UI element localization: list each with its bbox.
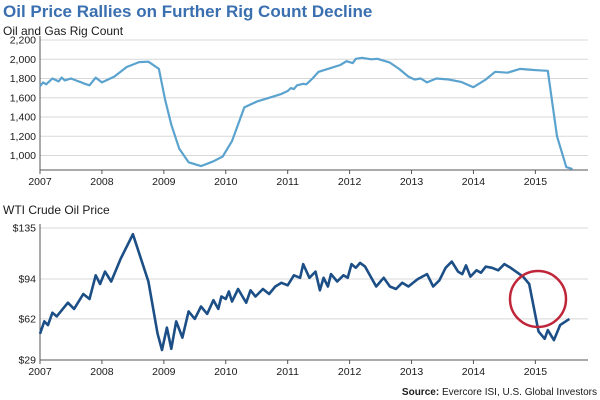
rig-count-y-ticks: 1,000 1,200 1,400 1,600 1,800 2,000 2,200: [10, 35, 36, 163]
rig-count-x-tick-label: 2012: [338, 176, 362, 188]
oil-price-y-tick-label: $62: [18, 313, 36, 325]
oil-price-panel: WTI Crude Oil Price $29$62$94$135 2007 20…: [3, 203, 588, 378]
oil-price-x-tick-label: 2007: [28, 366, 52, 378]
oil-price-x-tick-label: 2011: [276, 366, 299, 378]
rig-count-x-tick-label: 2010: [214, 176, 238, 188]
rig-count-y-tick-label: 2,000: [10, 54, 36, 66]
rig-count-x-tick-label: 2014: [462, 176, 486, 188]
rig-count-x-tick-label: 2013: [400, 176, 424, 188]
oil-price-y-tick-label: $94: [18, 274, 36, 286]
oil-price-gridlines: [40, 227, 588, 361]
oil-price-series-line: [38, 232, 571, 352]
rig-count-x-tick-label: 2015: [524, 176, 548, 188]
rig-count-x-tick-label: 2011: [276, 176, 299, 188]
rig-count-y-tick-label: 2,200: [10, 35, 36, 47]
rig-count-y-tick-label: 1,000: [10, 150, 36, 162]
price-trough-highlight-circle: [508, 269, 568, 329]
rig-count-x-tick-label: 2008: [90, 176, 114, 188]
oil-price-y-ticks: $29 $62 $94 $135: [13, 223, 37, 367]
oil-price-y-tick-label: $135: [13, 223, 37, 235]
oil-price-x-tick-label: 2013: [400, 366, 424, 378]
oil-price-x-tick-label: 2009: [152, 366, 176, 378]
source-note: Source: Evercore ISI, U.S. Global Invest…: [402, 387, 597, 398]
rig-count-gridlines: [40, 39, 588, 157]
oil-price-chart-title: WTI Crude Oil Price: [3, 203, 110, 217]
figure-title: Oil Price Rallies on Further Rig Count D…: [3, 2, 372, 21]
oil-price-x-tick-label: 2008: [90, 366, 114, 378]
oil-price-y-tick-label: $29: [18, 355, 36, 367]
rig-count-y-tick-label: 1,400: [10, 112, 36, 124]
rig-count-x-tick-label: 2009: [152, 176, 176, 188]
oil-price-x-tick-label: 2010: [214, 366, 238, 378]
rig-count-series-line: [39, 56, 573, 171]
oil-price-x-tick-label: 2014: [462, 366, 486, 378]
rig-count-x-ticks: 2007 2008 2009 2010 2011 2012 2013 2014 2015: [28, 170, 547, 188]
oil-price-x-tick-label: 2012: [338, 366, 362, 378]
rig-count-chart-title: Oil and Gas Rig Count: [3, 24, 124, 38]
rig-count-y-tick-label: 1,800: [10, 73, 36, 85]
rig-count-y-tick-label: 1,200: [10, 131, 36, 143]
rig-count-y-tick-label: 1,600: [10, 92, 36, 104]
source-text: Evercore ISI, U.S. Global Investors: [442, 387, 597, 398]
oil-price-x-tick-label: 2015: [524, 366, 548, 378]
source-label: Source:: [402, 387, 439, 398]
oil-price-x-ticks: 2007 2008 2009 2010 2011 2012 2013 2014 2015: [28, 360, 547, 378]
rig-count-panel: Oil and Gas Rig Count 1,000 1,200 1,400 1,6…: [3, 24, 588, 188]
rig-count-x-tick-label: 2007: [28, 176, 52, 188]
